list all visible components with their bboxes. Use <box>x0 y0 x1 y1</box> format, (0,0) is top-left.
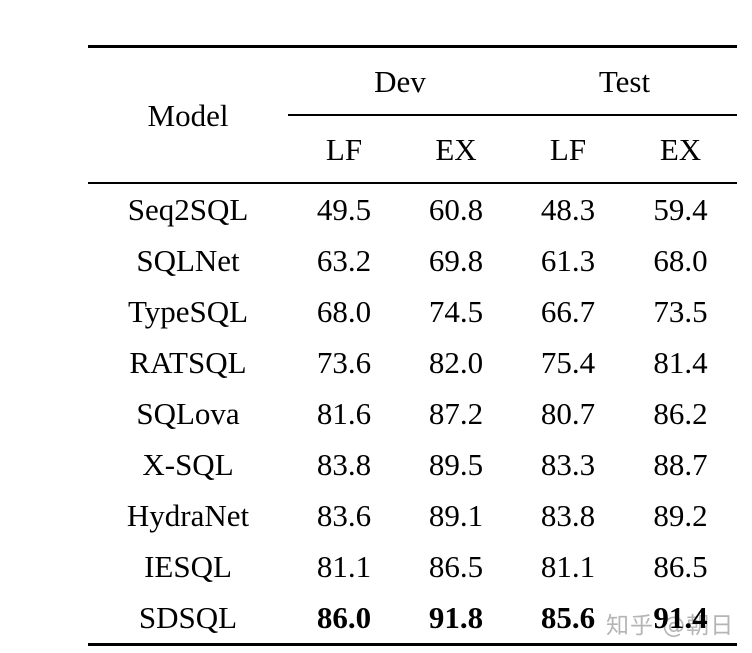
dev-lf-value: 73.6 <box>316 345 372 380</box>
test-ex-value: 91.4 <box>653 600 708 635</box>
test-lf-value: 48.3 <box>540 192 596 227</box>
dev-ex-value: 89.5 <box>428 447 484 482</box>
test-lf-value: 83.3 <box>540 447 596 482</box>
header-sub-row: LF EX LF EX <box>88 114 737 183</box>
dev-ex-value: 87.2 <box>428 396 484 431</box>
dev-ex-value: 74.5 <box>428 294 484 329</box>
model-name: RATSQL <box>129 345 247 380</box>
test-ex-value: 59.4 <box>653 192 708 227</box>
test-ex-value: 86.2 <box>653 396 708 431</box>
test-lf-value: 85.6 <box>540 600 596 635</box>
test-ex-value: 88.7 <box>653 447 708 482</box>
dev-lf-value: 83.8 <box>316 447 372 482</box>
dev-ex-value: 91.8 <box>428 600 484 635</box>
model-name: HydraNet <box>126 498 250 533</box>
column-header-dev-ex: EX <box>400 114 512 183</box>
column-group-test: Test <box>598 63 651 99</box>
test-lf-value: 61.3 <box>540 243 596 278</box>
watermark: 知乎 @朝日 <box>606 613 735 639</box>
test-ex-value: 81.4 <box>653 345 708 380</box>
table-row: IESQL 81.1 86.5 81.1 86.5 <box>88 541 737 592</box>
table-row: SQLNet 63.2 69.8 61.3 68.0 <box>88 235 737 286</box>
test-lf-value: 83.8 <box>540 498 596 533</box>
column-group-dev: Dev <box>374 63 426 99</box>
dev-ex-value: 89.1 <box>428 498 484 533</box>
test-ex-value: 89.2 <box>653 498 708 533</box>
table-header: Model Dev Test LF EX LF EX <box>88 47 737 183</box>
dev-lf-value: 81.1 <box>316 549 372 584</box>
dev-ex-value: 86.5 <box>428 549 484 584</box>
column-header-model: Model <box>147 97 229 133</box>
test-ex-value: 68.0 <box>653 243 708 278</box>
test-ex-value: 86.5 <box>653 549 708 584</box>
table-body: Seq2SQL 49.5 60.8 48.3 59.4 SQLNet 63.2 … <box>88 183 737 645</box>
table-row: SQLova 81.6 87.2 80.7 86.2 <box>88 388 737 439</box>
table-row: RATSQL 73.6 82.0 75.4 81.4 <box>88 337 737 388</box>
dev-ex-value: 82.0 <box>428 345 484 380</box>
dev-lf-value: 83.6 <box>316 498 372 533</box>
dev-lf-value: 63.2 <box>316 243 372 278</box>
dev-lf-value: 81.6 <box>316 396 372 431</box>
test-lf-value: 80.7 <box>540 396 596 431</box>
dev-ex-value: 69.8 <box>428 243 484 278</box>
table-row: HydraNet 83.6 89.1 83.8 89.2 <box>88 490 737 541</box>
test-lf-value: 81.1 <box>540 549 596 584</box>
model-name: Seq2SQL <box>127 192 249 227</box>
table-row: X-SQL 83.8 89.5 83.3 88.7 <box>88 439 737 490</box>
test-lf-value: 75.4 <box>540 345 596 380</box>
test-lf-value: 66.7 <box>540 294 596 329</box>
dev-lf-value: 68.0 <box>316 294 372 329</box>
dev-lf-value: 86.0 <box>316 600 372 635</box>
model-name: IESQL <box>144 549 232 584</box>
header-group-row: Model Dev Test <box>88 47 737 131</box>
table-row-best: SDSQL 86.0 91.8 85.6 91.4 <box>88 592 737 645</box>
table-row: TypeSQL 68.0 74.5 66.7 73.5 <box>88 286 737 337</box>
dev-lf-value: 49.5 <box>316 192 372 227</box>
model-name: SQLova <box>136 396 240 431</box>
column-header-dev-lf: LF <box>288 114 400 183</box>
results-table: Model Dev Test LF EX LF EX Seq2SQL 49.5 … <box>88 45 737 646</box>
test-ex-value: 73.5 <box>653 294 708 329</box>
model-name: TypeSQL <box>127 294 249 329</box>
model-name: X-SQL <box>142 447 234 482</box>
dev-ex-value: 60.8 <box>428 192 484 227</box>
model-name: SDSQL <box>138 600 238 635</box>
table-row: Seq2SQL 49.5 60.8 48.3 59.4 <box>88 183 737 235</box>
model-name: SQLNet <box>136 243 240 278</box>
column-header-test-lf: LF <box>512 114 624 183</box>
column-header-test-ex: EX <box>624 114 737 183</box>
